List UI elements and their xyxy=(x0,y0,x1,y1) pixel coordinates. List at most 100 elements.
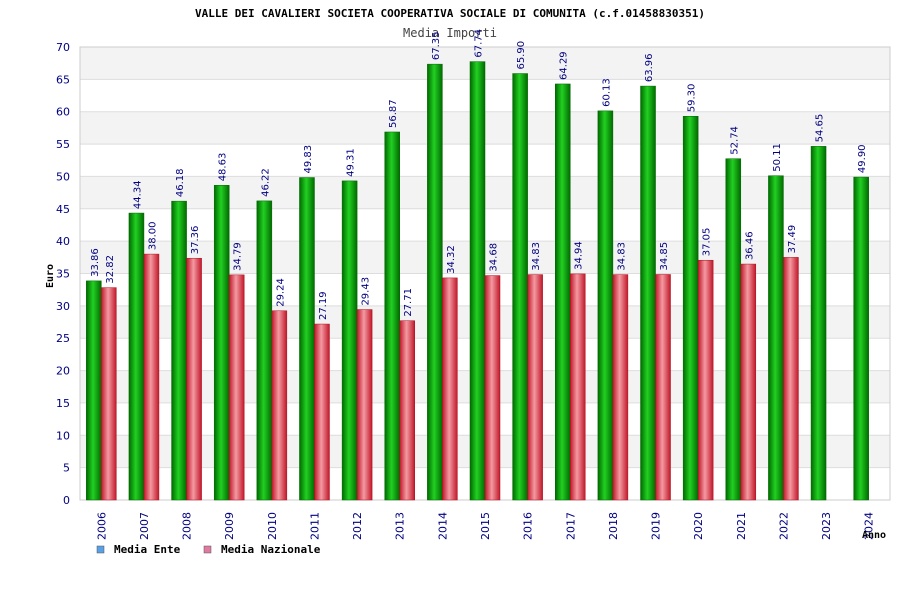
y-tick-label: 60 xyxy=(56,106,70,119)
bar-media-ente-2008 xyxy=(171,200,187,501)
bar-media-ente-2022 xyxy=(768,175,784,501)
value-label: 50.11 xyxy=(772,143,783,172)
x-tick-label: 2022 xyxy=(777,512,790,540)
y-tick-label: 25 xyxy=(56,332,70,345)
bar-media-nazionale-2012 xyxy=(356,309,373,501)
value-label: 34.68 xyxy=(489,243,500,272)
x-tick-label: 2010 xyxy=(266,512,279,540)
bar-media-nazionale-2010 xyxy=(271,310,288,501)
bar-media-ente-2012 xyxy=(341,180,358,501)
bar-media-nazionale-2019 xyxy=(655,274,671,501)
chart-subtitle: Media Importi xyxy=(403,26,497,40)
x-tick-label: 2006 xyxy=(95,512,108,540)
value-label: 34.85 xyxy=(659,242,670,271)
value-label: 37.36 xyxy=(190,226,201,255)
value-label: 34.79 xyxy=(233,242,244,271)
x-tick-label: 2019 xyxy=(650,512,663,540)
x-tick-label: 2012 xyxy=(351,512,364,540)
value-label: 56.87 xyxy=(388,99,399,128)
legend-label-media-nazionale: Media Nazionale xyxy=(221,543,321,556)
x-tick-label: 2023 xyxy=(820,512,833,540)
bar-media-nazionale-2009 xyxy=(228,274,245,501)
bar-media-ente-2021 xyxy=(725,158,742,501)
legend: Media Ente Media Nazionale xyxy=(96,543,321,556)
value-label: 37.49 xyxy=(787,225,798,254)
value-label: 59.30 xyxy=(687,84,698,113)
value-label: 29.24 xyxy=(275,278,286,307)
bar-media-ente-2011 xyxy=(299,177,315,501)
legend-label-media-ente: Media Ente xyxy=(114,543,181,556)
bar-media-nazionale-2007 xyxy=(143,253,160,501)
bar-media-nazionale-2008 xyxy=(186,257,202,501)
bar-media-ente-2015 xyxy=(469,61,486,501)
bar-media-ente-2016 xyxy=(512,73,528,501)
value-label: 49.90 xyxy=(857,144,868,173)
bars xyxy=(86,61,869,501)
value-label: 34.83 xyxy=(531,242,542,271)
y-tick-label: 70 xyxy=(56,41,70,54)
value-label: 52.74 xyxy=(729,126,740,155)
value-label: 27.71 xyxy=(403,288,414,317)
bar-media-nazionale-2018 xyxy=(612,274,629,501)
y-tick-label: 40 xyxy=(56,235,70,248)
value-label: 34.94 xyxy=(574,241,585,270)
value-label: 49.31 xyxy=(346,148,357,177)
bar-media-ente-2013 xyxy=(384,131,400,501)
value-labels: 33.86 32.82 44.34 38.00 46.18 37.36 48.63 34.79… xyxy=(90,29,868,320)
bar-media-ente-2024 xyxy=(853,176,869,501)
x-tick-label: 2020 xyxy=(692,512,705,540)
value-label: 64.29 xyxy=(559,51,570,80)
y-tick-label: 50 xyxy=(56,170,70,183)
bar-media-ente-2019 xyxy=(640,85,656,501)
bar-media-ente-2010 xyxy=(256,200,273,501)
y-tick-label: 0 xyxy=(63,494,70,507)
value-label: 38.00 xyxy=(147,221,158,250)
bar-media-ente-2006 xyxy=(86,280,102,501)
x-tick-label: 2009 xyxy=(223,512,236,540)
value-label: 27.19 xyxy=(318,291,329,320)
bar-media-ente-2020 xyxy=(682,115,699,501)
value-label: 33.86 xyxy=(90,248,101,277)
bar-media-nazionale-2020 xyxy=(697,259,714,501)
x-axis-ticks: 2006 2007 2008 2009 2010 2011 2012 2013 2014 2015… xyxy=(95,512,875,540)
bar-media-nazionale-2021 xyxy=(740,263,757,501)
value-label: 32.82 xyxy=(105,255,116,284)
x-tick-label: 2013 xyxy=(394,512,407,540)
value-label: 44.34 xyxy=(132,180,143,209)
value-label: 60.13 xyxy=(601,78,612,107)
value-label: 63.96 xyxy=(644,53,655,82)
value-label: 34.83 xyxy=(616,242,627,271)
x-tick-label: 2021 xyxy=(735,512,748,540)
y-tick-label: 35 xyxy=(56,268,70,281)
x-tick-label: 2018 xyxy=(607,512,620,540)
x-tick-label: 2008 xyxy=(181,512,194,540)
x-tick-label: 2024 xyxy=(863,512,876,540)
value-label: 37.05 xyxy=(702,228,713,257)
value-label: 49.83 xyxy=(303,145,314,174)
value-label: 34.32 xyxy=(446,245,457,274)
bar-media-ente-2007 xyxy=(128,212,145,501)
value-label: 54.65 xyxy=(815,114,826,143)
bar-media-ente-2018 xyxy=(597,110,614,501)
y-tick-label: 10 xyxy=(56,429,70,442)
legend-swatch-media-nazionale xyxy=(203,545,212,554)
value-label: 67.35 xyxy=(431,32,442,61)
x-tick-label: 2017 xyxy=(564,512,577,540)
y-tick-label: 5 xyxy=(63,462,70,475)
value-label: 29.43 xyxy=(361,277,372,306)
value-label: 46.18 xyxy=(175,169,186,198)
x-tick-label: 2011 xyxy=(308,512,321,540)
value-label: 46.22 xyxy=(260,168,271,197)
x-tick-label: 2007 xyxy=(138,512,151,540)
value-label: 65.90 xyxy=(516,41,527,70)
x-tick-label: 2014 xyxy=(436,512,449,540)
bar-media-ente-2014 xyxy=(427,63,443,501)
y-tick-label: 45 xyxy=(56,203,70,216)
bar-media-nazionale-2011 xyxy=(314,323,330,501)
legend-swatch-media-ente xyxy=(96,545,105,554)
y-tick-label: 65 xyxy=(56,73,70,86)
x-axis-label: Anno xyxy=(862,530,886,541)
bar-media-nazionale-2022 xyxy=(783,257,799,501)
bar-media-ente-2023 xyxy=(810,146,827,501)
